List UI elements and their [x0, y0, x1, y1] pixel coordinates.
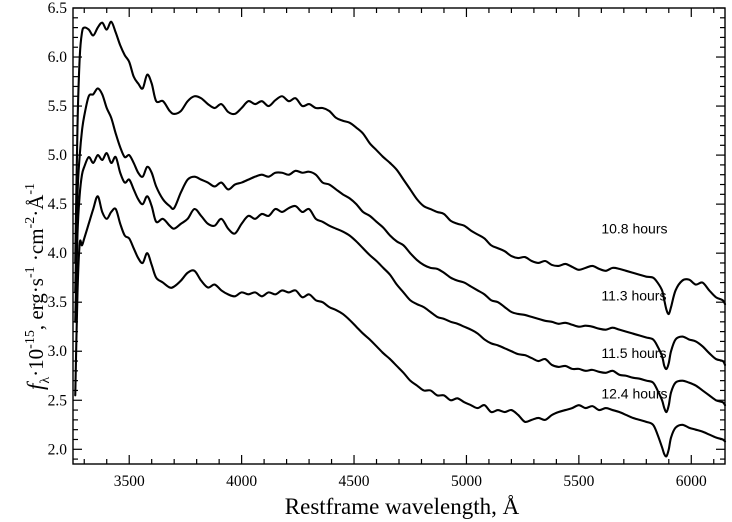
y-tick-label: 4.5 [48, 196, 68, 213]
series-label-4: 12.4 hours [601, 385, 667, 401]
ylabel-dot: · [24, 210, 48, 217]
y-tick-label: 2.5 [48, 392, 68, 409]
series-label-2: 11.3 hours [601, 287, 666, 303]
x-tick-label: 5000 [451, 473, 482, 490]
x-axis-title: Restframe wavelength, Å [285, 494, 520, 519]
ylabel-cm: ·cm [24, 228, 48, 266]
series-line-2 [74, 87, 727, 371]
series-line-3 [74, 152, 727, 414]
x-tick-label: 4000 [226, 473, 257, 490]
ylabel-exp3: -2 [23, 217, 38, 229]
series-label-1: 10.8 hours [601, 221, 667, 237]
x-tick-label: 4500 [339, 473, 370, 490]
y-axis-title: fλ·10-15, erg·s-1 ·cm-2·Å-1 [23, 183, 53, 390]
y-tick-label: 4.0 [48, 245, 68, 262]
svg-text:fλ·10-15, erg·s-1 ·cm-2·Å-1: fλ·10-15, erg·s-1 ·cm-2·Å-1 [23, 183, 53, 390]
ylabel-exp4: -1 [23, 183, 38, 195]
x-axis-ticks: 3500 4000 4500 5000 5500 6000 [83, 8, 715, 490]
series-line-4 [74, 195, 727, 458]
y-tick-label: 6.0 [48, 49, 68, 66]
y-tick-label: 3.0 [48, 343, 68, 360]
series-line-1 [74, 20, 727, 316]
y-tick-label: 6.5 [48, 0, 68, 17]
y-tick-label: 5.0 [48, 147, 68, 164]
x-tick-label: 3500 [114, 473, 145, 490]
series-label-3: 11.5 hours [601, 345, 666, 361]
y-tick-label: 3.5 [48, 294, 68, 311]
x-tick-label: 5500 [563, 473, 594, 490]
ylabel-angstrom: Å [24, 194, 48, 210]
y-tick-label: 2.0 [48, 441, 68, 458]
ylabel-f: f [23, 380, 48, 390]
x-tick-label: 6000 [676, 473, 707, 490]
ylabel-lambda: λ [38, 377, 53, 384]
y-tick-label: 5.5 [48, 98, 68, 115]
ylabel-exp1: -15 [23, 330, 38, 349]
ylabel-erg-s: , erg·s [24, 278, 48, 330]
ylabel-dot-ten: ·10 [24, 349, 48, 377]
series-labels: 10.8 hours 11.3 hours 11.5 hours 12.4 hours [601, 221, 667, 402]
ylabel-exp2: -1 [23, 266, 38, 278]
y-axis-ticks: 2.0 2.5 3.0 3.5 4.0 4.5 5.0 5.5 6.0 6.5 [48, 0, 725, 460]
series-lines [74, 20, 727, 458]
